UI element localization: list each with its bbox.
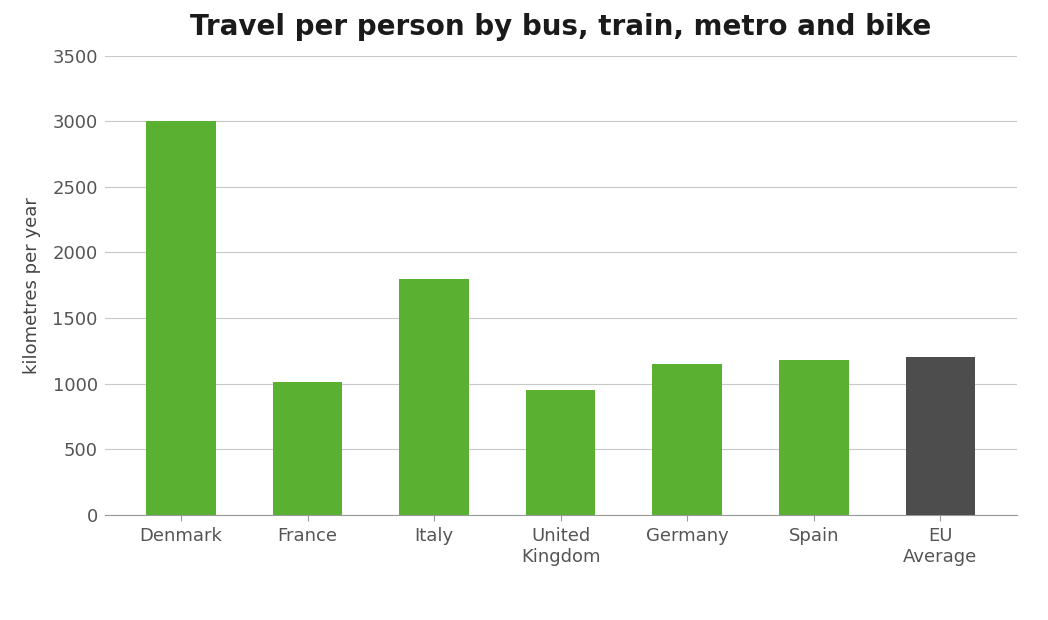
Bar [399, 278, 468, 515]
Y-axis label: kilometres per year: kilometres per year [23, 197, 41, 374]
Bar [526, 390, 595, 515]
Bar [147, 122, 216, 515]
Bar [653, 364, 722, 515]
Bar [272, 382, 343, 515]
Bar [779, 360, 849, 515]
Title: Travel per person by bus, train, metro and bike: Travel per person by bus, train, metro a… [190, 13, 932, 41]
Bar [905, 357, 975, 515]
